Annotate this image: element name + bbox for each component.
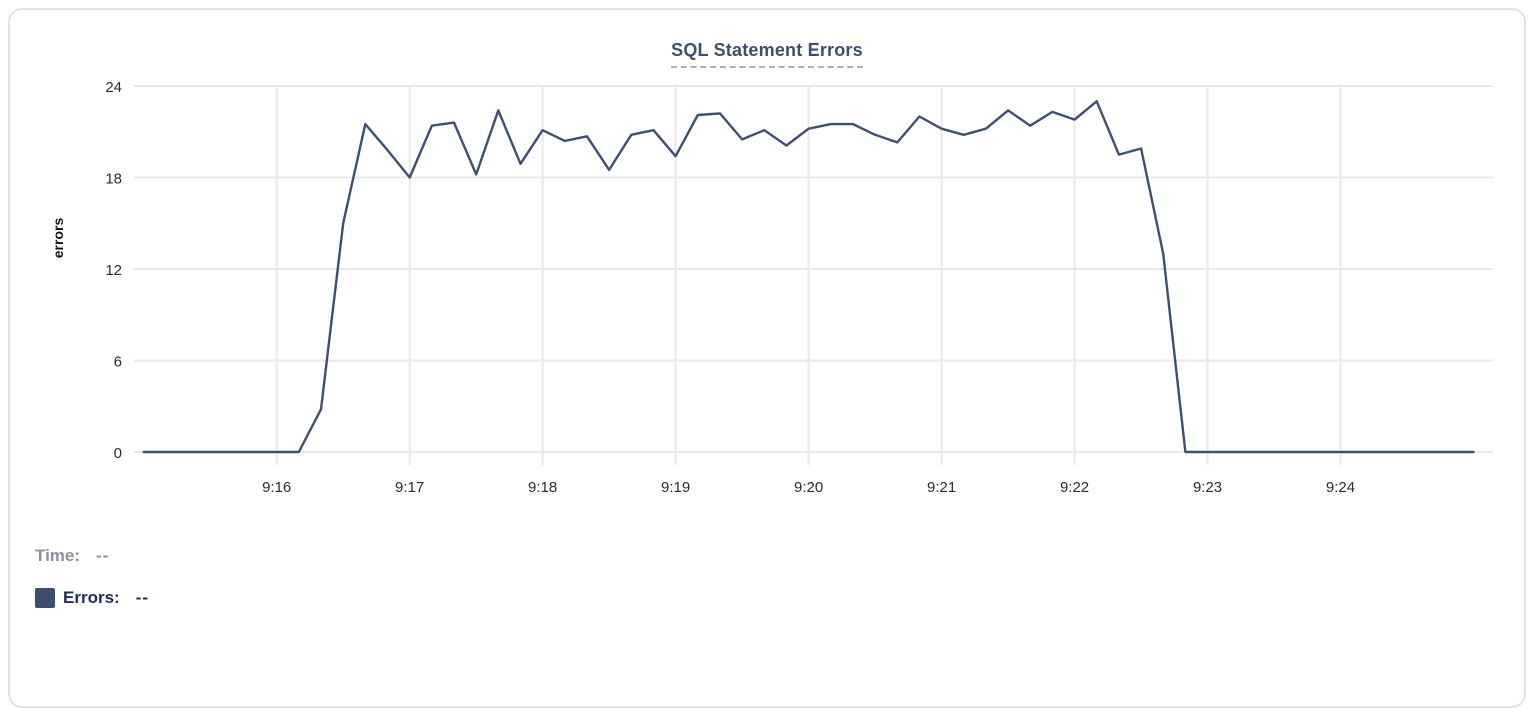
x-tick-label: 9:19 bbox=[661, 479, 690, 496]
y-tick-label: 6 bbox=[114, 354, 122, 371]
tooltip-time-row: Time: -- bbox=[35, 546, 109, 566]
x-tick-label: 9:24 bbox=[1326, 479, 1355, 496]
y-tick-label: 18 bbox=[105, 171, 122, 188]
tooltip-errors-row: Errors: -- bbox=[35, 588, 149, 608]
x-tick-label: 9:23 bbox=[1193, 479, 1222, 496]
tooltip-time-value: -- bbox=[96, 546, 110, 565]
chart-card: SQL Statement Errors errors 0 6 12 18 24 9:16… bbox=[8, 8, 1526, 708]
x-tick-label: 9:17 bbox=[395, 479, 424, 496]
chart-title[interactable]: SQL Statement Errors bbox=[671, 40, 863, 68]
errors-chart-plot[interactable]: 0 6 12 18 24 9:16 9:17 9:18 9:19 9:20 9:21 9:22 9:23… bbox=[2, 2, 1528, 654]
y-tick-label: 0 bbox=[114, 445, 122, 462]
x-tick-label: 9:21 bbox=[927, 479, 956, 496]
x-tick-label: 9:18 bbox=[528, 479, 557, 496]
y-tick-label: 12 bbox=[105, 262, 122, 279]
x-tick-label: 9:22 bbox=[1060, 479, 1089, 496]
tooltip-errors-value: -- bbox=[135, 588, 150, 607]
x-tick-label: 9:20 bbox=[794, 479, 823, 496]
tooltip-errors-label: Errors: bbox=[63, 588, 120, 607]
errors-series-swatch-icon bbox=[35, 588, 55, 608]
tooltip-time-label: Time: bbox=[35, 546, 81, 565]
chart-header: SQL Statement Errors bbox=[10, 40, 1524, 68]
errors-line-series bbox=[142, 100, 1475, 454]
y-tick-label: 24 bbox=[105, 79, 122, 96]
x-tick-label: 9:16 bbox=[262, 479, 291, 496]
